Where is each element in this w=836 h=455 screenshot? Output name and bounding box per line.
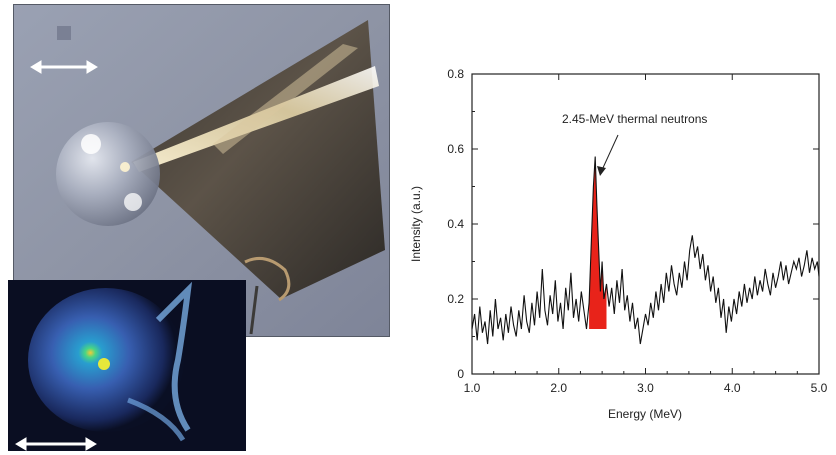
- y-tick-label: 0.4: [447, 217, 464, 231]
- x-tick-label: 1.0: [464, 381, 481, 395]
- scale-bar-bottom: [15, 437, 97, 451]
- y-tick-label: 0: [457, 367, 464, 381]
- x-axis-label: Energy (MeV): [608, 407, 682, 421]
- x-tick-label: 5.0: [811, 381, 828, 395]
- annotation-arrowhead: [597, 166, 606, 176]
- cone-target: [131, 20, 385, 335]
- y-tick-label: 0.6: [447, 142, 464, 156]
- x-tick-label: 2.0: [550, 381, 567, 395]
- annotation-arrow: [601, 134, 619, 171]
- x-tick-label: 4.0: [724, 381, 741, 395]
- y-axis-label: Intensity (a.u.): [409, 186, 423, 262]
- droplet: [56, 122, 160, 226]
- x-tick-label: 3.0: [637, 381, 654, 395]
- emission-image: [8, 280, 246, 451]
- peak-annotation: 2.45-MeV thermal neutrons: [562, 112, 707, 176]
- scale-bar-top: [30, 60, 98, 74]
- y-tick-label: 0.2: [447, 292, 464, 306]
- series-line: [471, 156, 820, 345]
- neutron-spectrum-chart: 1.0 2.0 3.0 4.0 5.0 0 0.2 0.4 0.6 0.8 2.45-MeV th…: [409, 67, 828, 421]
- annotation-label: 2.45-MeV thermal neutrons: [562, 112, 707, 126]
- y-tick-label: 0.8: [447, 67, 464, 81]
